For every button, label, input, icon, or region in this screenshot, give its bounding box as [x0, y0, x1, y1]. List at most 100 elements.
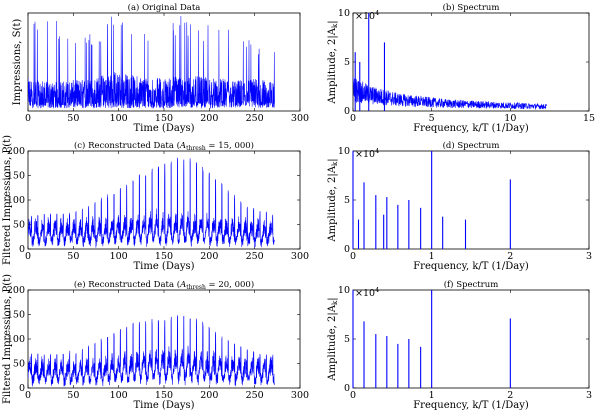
x-tick-label: 0	[350, 390, 356, 401]
x-tick-label: 0	[25, 390, 31, 401]
scale-base: ×10	[355, 149, 375, 160]
x-tick-label: 0	[25, 251, 31, 262]
x-axis-label: Frequency, k/T (1/Day)	[413, 123, 529, 134]
x-tick-label: 1	[429, 251, 435, 262]
title-subscript: thresh	[186, 284, 206, 291]
x-tick-label: 5	[429, 113, 435, 124]
scale-multiplier: ×104	[355, 9, 379, 22]
scale-base: ×10	[355, 11, 375, 22]
x-axis-label: Time (Days)	[133, 400, 194, 411]
y-tick-label: 150	[7, 310, 25, 321]
y-tick-label: 10	[338, 146, 350, 157]
x-tick-label: 0	[350, 113, 356, 124]
scale-exponent: 4	[375, 9, 379, 17]
x-tick-label: 2	[507, 251, 513, 262]
y-tick-label: 50	[13, 359, 25, 370]
panel-original: (a) Original Data 0 50 100 150 200 250 300 Time …	[12, 2, 309, 134]
panel-title: (c) Reconstructed Data (Athresh = 15, 00…	[74, 140, 254, 152]
y-axis-label: Filtered Impressions, P(t)	[2, 274, 13, 404]
panel-spectrum_f: (f) Spectrum 0 1 2 3 0 5 10 Frequency, k/T (1/Da…	[327, 279, 592, 411]
x-tick-label: 250	[246, 113, 264, 124]
x-tick-label: 50	[67, 390, 79, 401]
x-tick-label: 250	[246, 251, 264, 262]
y-tick-label: 0	[19, 244, 25, 255]
scale-multiplier: ×104	[355, 286, 379, 299]
y-label-subscript: k	[331, 161, 339, 166]
data-series-line	[28, 157, 275, 248]
panel-title: (e) Reconstructed Data (Athresh = 20, 00…	[74, 279, 254, 291]
y-tick-label: 5	[344, 334, 350, 345]
y-tick-label: 5	[344, 57, 350, 68]
x-tick-label: 300	[291, 390, 309, 401]
x-tick-label: 200	[200, 251, 218, 262]
x-tick-label: 300	[291, 113, 309, 124]
x-tick-label: 2	[507, 390, 513, 401]
title-part: = 20, 000)	[206, 279, 254, 290]
x-tick-label: 100	[110, 113, 128, 124]
y-tick-label: 200	[7, 146, 25, 157]
y-axis-label: Amplitude, 2|Ak|	[327, 20, 339, 104]
axis-frame	[352, 289, 590, 389]
y-tick-label: 0	[19, 383, 25, 394]
panel-spectrum_d: (d) Spectrum 0 1 2 3 0 5 10 Frequency, k/T (1/Da…	[327, 140, 592, 272]
title-part: (e) Reconstructed Data (	[74, 279, 180, 290]
x-tick-label: 200	[200, 113, 218, 124]
x-tick-label: 15	[583, 113, 595, 124]
x-tick-label: 50	[67, 251, 79, 262]
y-tick-label: 0	[344, 106, 350, 117]
panel-title: (a) Original Data	[128, 2, 201, 13]
y-label-part: |	[327, 297, 338, 300]
x-tick-label: 200	[200, 390, 218, 401]
y-tick-label: 150	[7, 171, 25, 182]
title-subscript: thresh	[186, 145, 206, 152]
y-tick-label: 0	[344, 244, 350, 255]
panel-recon_c: (c) Reconstructed Data (Athresh = 15, 00…	[2, 135, 309, 272]
x-tick-label: 150	[155, 390, 173, 401]
y-label-part: |	[327, 20, 338, 23]
scale-base: ×10	[355, 288, 375, 299]
x-tick-label: 10	[504, 113, 516, 124]
x-tick-label: 50	[67, 113, 79, 124]
scale-exponent: 4	[375, 147, 379, 155]
y-tick-label: 200	[7, 285, 25, 296]
y-label-part: |	[327, 158, 338, 161]
title-part: (c) Reconstructed Data (	[74, 140, 180, 151]
x-axis-label: Frequency, k/T (1/Day)	[413, 400, 529, 411]
x-tick-label: 150	[155, 113, 173, 124]
y-label-subscript: k	[331, 300, 339, 305]
y-label-subscript: k	[331, 23, 339, 28]
y-axis-label: Filtered Impressions, P(t)	[2, 135, 13, 265]
panel-title: (d) Spectrum	[443, 140, 500, 151]
x-axis-label: Time (Days)	[133, 261, 194, 272]
y-axis-label: Amplitude, 2|Ak|	[327, 297, 339, 381]
x-tick-label: 3	[586, 390, 592, 401]
panel-recon_e: (e) Reconstructed Data (Athresh = 20, 00…	[2, 274, 309, 411]
y-label-part: Amplitude, 2|A	[327, 304, 338, 381]
scale-exponent: 4	[375, 286, 379, 294]
x-tick-label: 0	[350, 251, 356, 262]
x-tick-label: 250	[246, 390, 264, 401]
scale-multiplier: ×104	[355, 147, 379, 160]
x-tick-label: 3	[586, 251, 592, 262]
x-tick-label: 100	[110, 251, 128, 262]
axis-frame	[352, 150, 590, 250]
y-tick-label: 10	[338, 285, 350, 296]
y-axis-label: Amplitude, 2|Ak|	[327, 158, 339, 242]
spectrum-noise-line	[352, 77, 547, 110]
data-series-line	[28, 315, 275, 387]
x-tick-label: 150	[155, 251, 173, 262]
panel-title: (f) Spectrum	[444, 279, 499, 290]
y-label-part: Amplitude, 2|A	[327, 27, 338, 104]
data-series-line	[28, 16, 275, 109]
panel-title: (b) Spectrum	[443, 2, 500, 13]
x-tick-label: 0	[25, 113, 31, 124]
y-label-part: Amplitude, 2|A	[327, 165, 338, 242]
y-axis-label: Impressions, S(t)	[12, 19, 23, 106]
y-tick-label: 0	[344, 383, 350, 394]
x-axis-label: Time (Days)	[133, 123, 194, 134]
y-tick-label: 100	[7, 195, 25, 206]
x-tick-label: 1	[429, 390, 435, 401]
title-symbol: A	[179, 280, 186, 290]
